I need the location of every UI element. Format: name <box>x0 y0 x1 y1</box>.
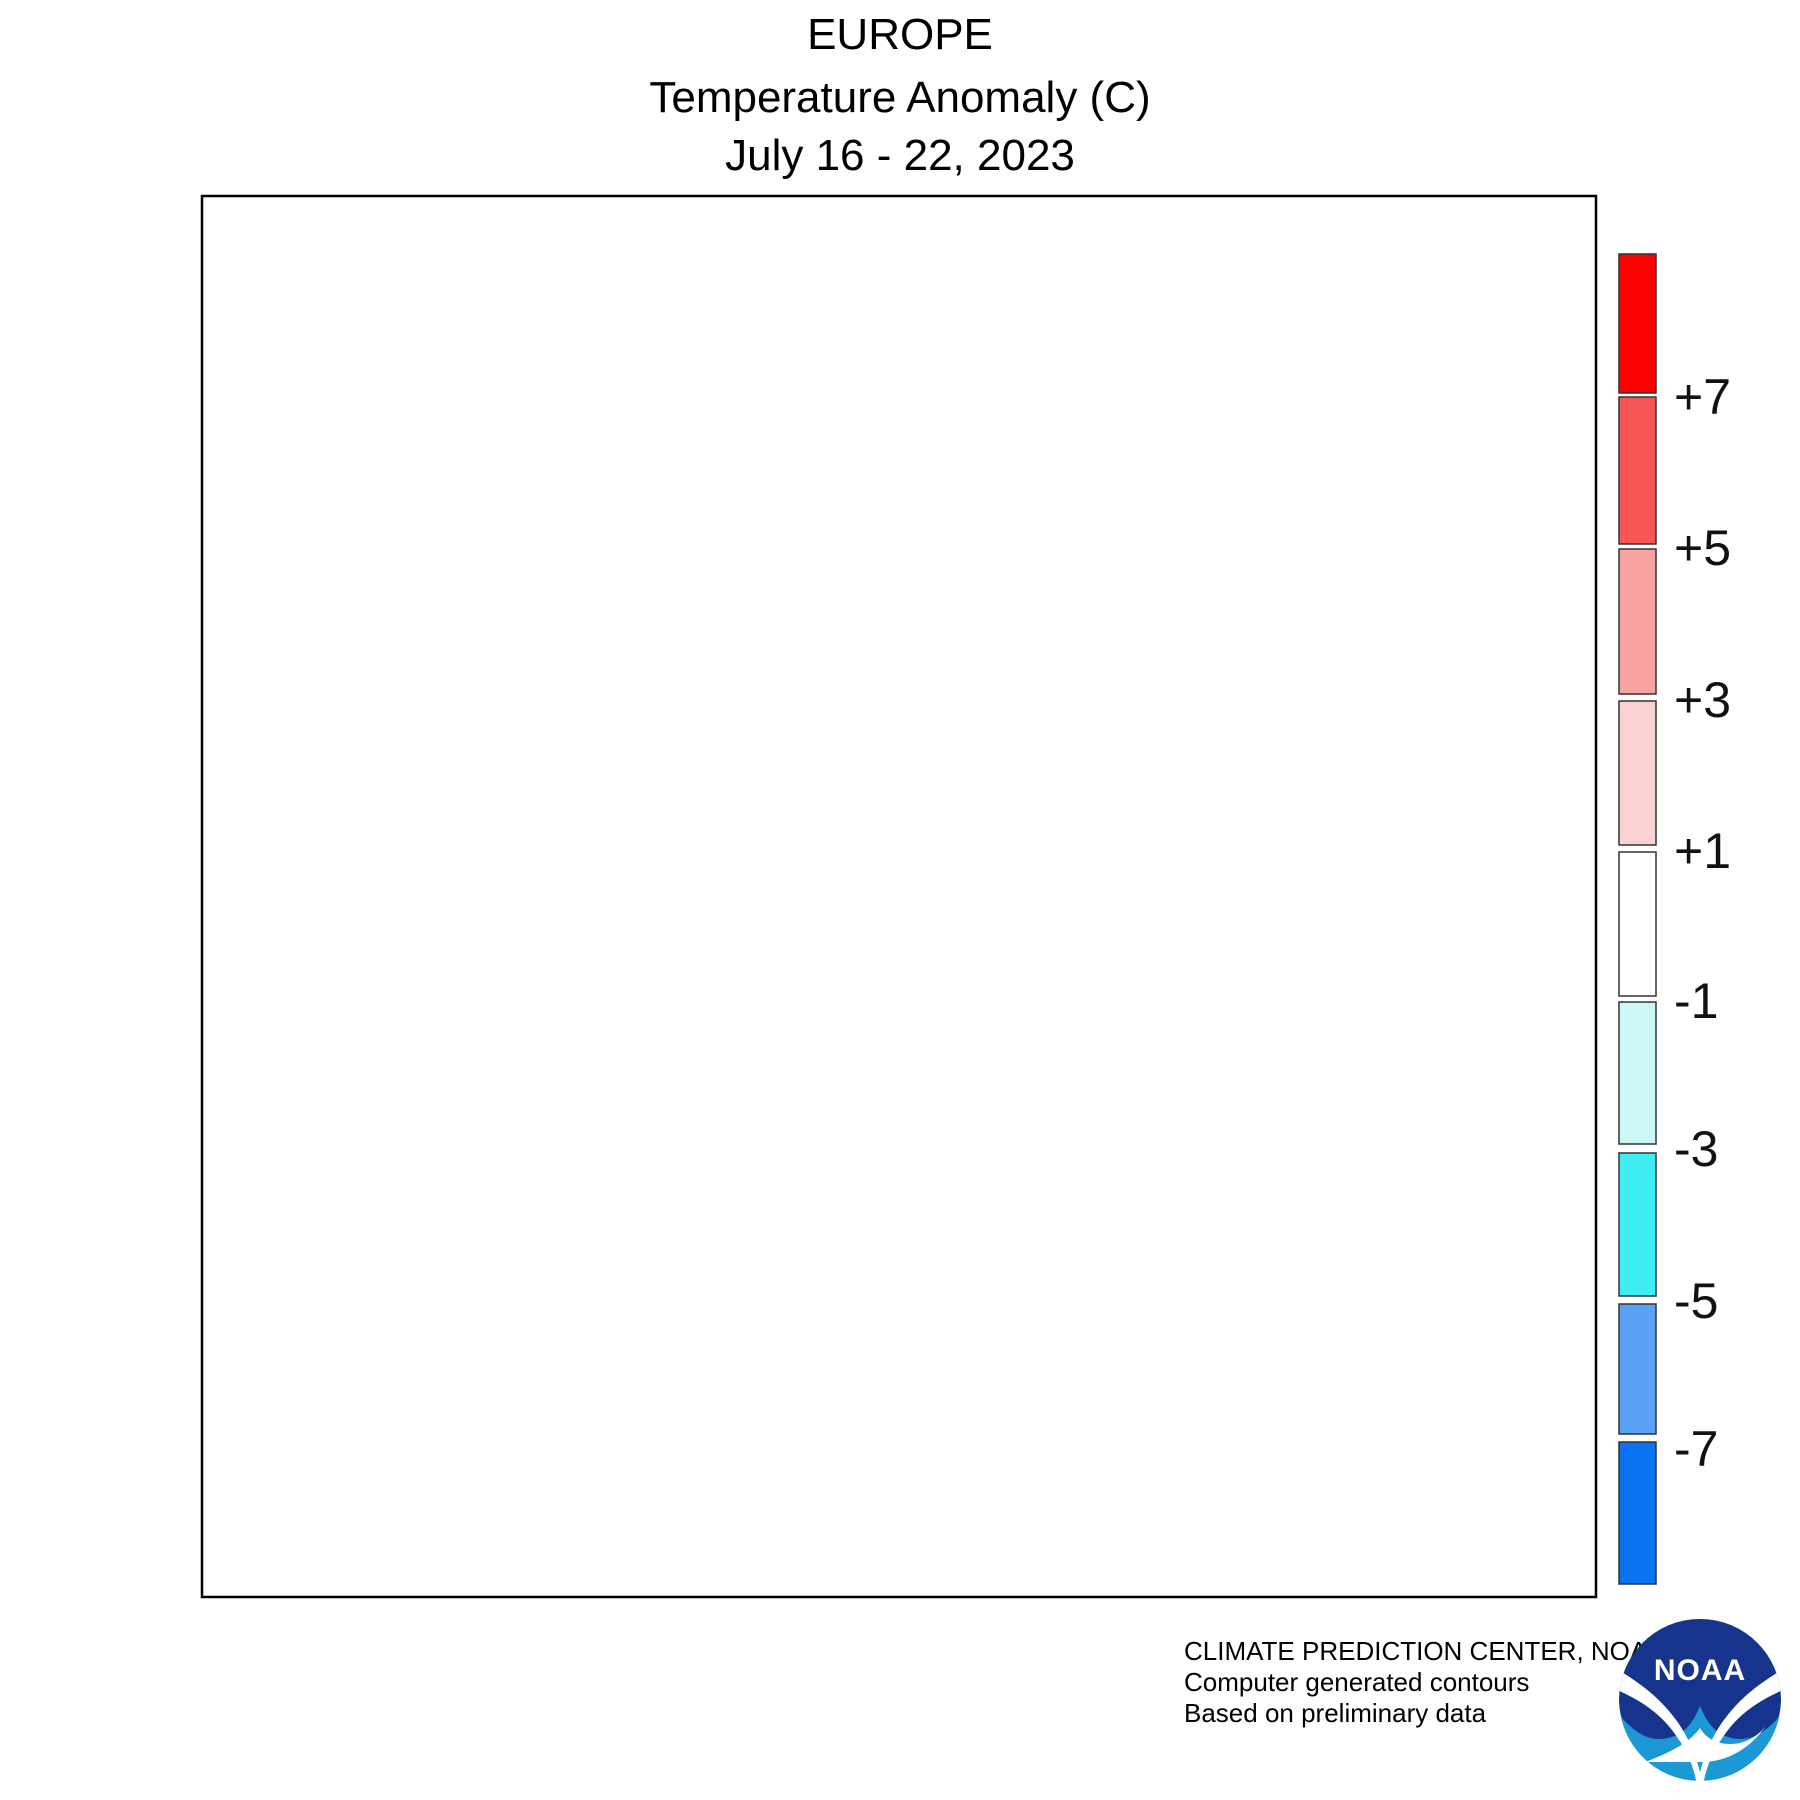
svg-text:+7: +7 <box>1674 369 1731 425</box>
svg-text:-1: -1 <box>1674 973 1718 1029</box>
svg-text:Based on preliminary data: Based on preliminary data <box>1184 1698 1487 1728</box>
svg-text:July 16 - 22, 2023: July 16 - 22, 2023 <box>725 131 1075 180</box>
svg-text:+3: +3 <box>1674 672 1731 728</box>
svg-text:Computer generated contours: Computer generated contours <box>1184 1667 1529 1697</box>
svg-text:CLIMATE PREDICTION CENTER, NOA: CLIMATE PREDICTION CENTER, NOAA <box>1184 1636 1665 1666</box>
svg-text:+5: +5 <box>1674 520 1731 576</box>
svg-text:NOAA: NOAA <box>1654 1654 1746 1687</box>
svg-text:EUROPE: EUROPE <box>807 10 993 59</box>
svg-text:-3: -3 <box>1674 1121 1718 1177</box>
svg-text:+1: +1 <box>1674 823 1731 879</box>
svg-text:Temperature Anomaly (C): Temperature Anomaly (C) <box>649 73 1150 122</box>
svg-text:-5: -5 <box>1674 1273 1718 1329</box>
svg-text:-7: -7 <box>1674 1421 1718 1477</box>
